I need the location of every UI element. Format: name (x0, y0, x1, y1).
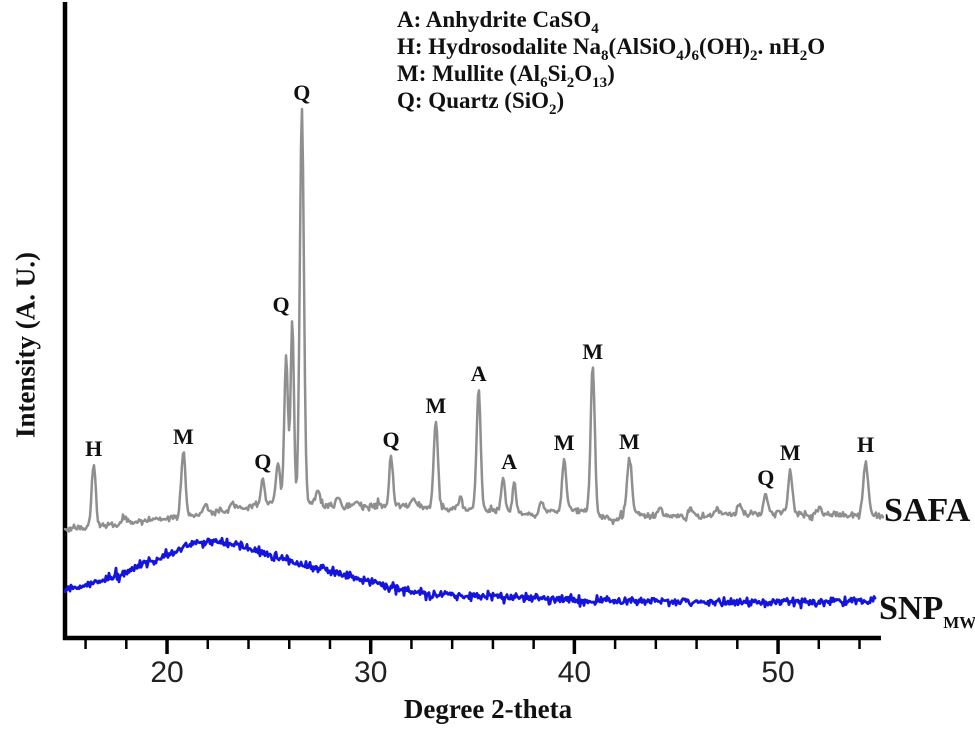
legend-text: H: Hydrosodalite Na (397, 34, 602, 59)
legend-subscript: 4 (591, 21, 599, 37)
legend-text: . nH (757, 34, 800, 59)
series-label-safa: SAFA (884, 492, 970, 530)
legend-line-0: A: Anhydrite CaSO4 (397, 6, 825, 37)
legend-text: (AlSiO (608, 34, 677, 59)
legend-subscript: 4 (676, 48, 684, 64)
peak-label-q-24.7: Q (254, 449, 271, 474)
legend-text: ) (683, 34, 692, 59)
peak-label-q-31: Q (383, 427, 400, 452)
legend-subscript: 2 (799, 48, 808, 64)
safa-label-text: SAFA (884, 492, 971, 529)
legend-text: O (807, 34, 826, 59)
legend-subscript: 13 (592, 75, 608, 91)
peak-label-q-49.4: Q (757, 465, 774, 490)
snp-label-text: SNP (879, 590, 944, 627)
x-axis-tick-label: 30 (354, 656, 387, 689)
snp-label-subscript: MW (943, 613, 975, 632)
peak-label-m-40.9: M (582, 339, 603, 364)
series-label-snp: SNPMW (879, 590, 975, 631)
legend-text: O (574, 61, 593, 86)
peak-label-a-35.3: A (471, 361, 487, 386)
peak-label-m-33.2: M (425, 393, 446, 418)
x-axis-label: Degree 2-theta (403, 694, 573, 724)
legend-text: Si (547, 61, 567, 86)
legend-line-3: Q: Quartz (SiO2) (397, 87, 825, 118)
legend-text: ) (607, 61, 615, 86)
legend-subscript: 6 (540, 75, 548, 91)
x-axis-tick-label: 50 (761, 656, 794, 689)
phase-legend: A: Anhydrite CaSO4 H: Hydrosodalite Na8(A… (397, 6, 826, 118)
peak-label-h-54.3: H (857, 432, 874, 457)
peak-label-m-50.6: M (780, 440, 801, 465)
legend-line-2: M: Mullite (Al6Si2O13) (397, 60, 825, 91)
peak-label-m-39.5: M (554, 430, 575, 455)
peak-label-h-16.4: H (85, 436, 102, 461)
legend-text: ) (556, 88, 565, 113)
x-axis-tick-label: 40 (558, 656, 591, 689)
peak-label-q-25.6: Q (273, 292, 290, 317)
peak-label-m-42.7: M (619, 429, 640, 454)
legend-subscript: 2 (750, 48, 758, 64)
legend-subscript: 6 (691, 48, 699, 64)
peak-label-a-36.8: A (501, 449, 517, 474)
legend-subscript: 8 (601, 48, 609, 64)
legend-text: Q: Quartz (SiO (397, 88, 550, 113)
legend-text: A: Anhydrite CaSO (397, 7, 592, 32)
legend-subscript: 2 (549, 102, 557, 118)
series-curve-safa (63, 107, 885, 533)
legend-subscript: 2 (566, 75, 575, 91)
legend-line-1: H: Hydrosodalite Na8(AlSiO4)6(OH)2. nH2O (397, 33, 826, 64)
y-axis-label: Intensity (A. U.) (10, 252, 41, 438)
series-curve-snp (63, 536, 877, 610)
peak-label-m-20.8: M (173, 424, 194, 449)
peak-label-q-26.62: Q (293, 80, 310, 105)
x-axis-tick-label: 20 (150, 656, 183, 689)
legend-text: M: Mullite (Al (397, 61, 541, 86)
legend-text: (OH) (698, 34, 751, 59)
